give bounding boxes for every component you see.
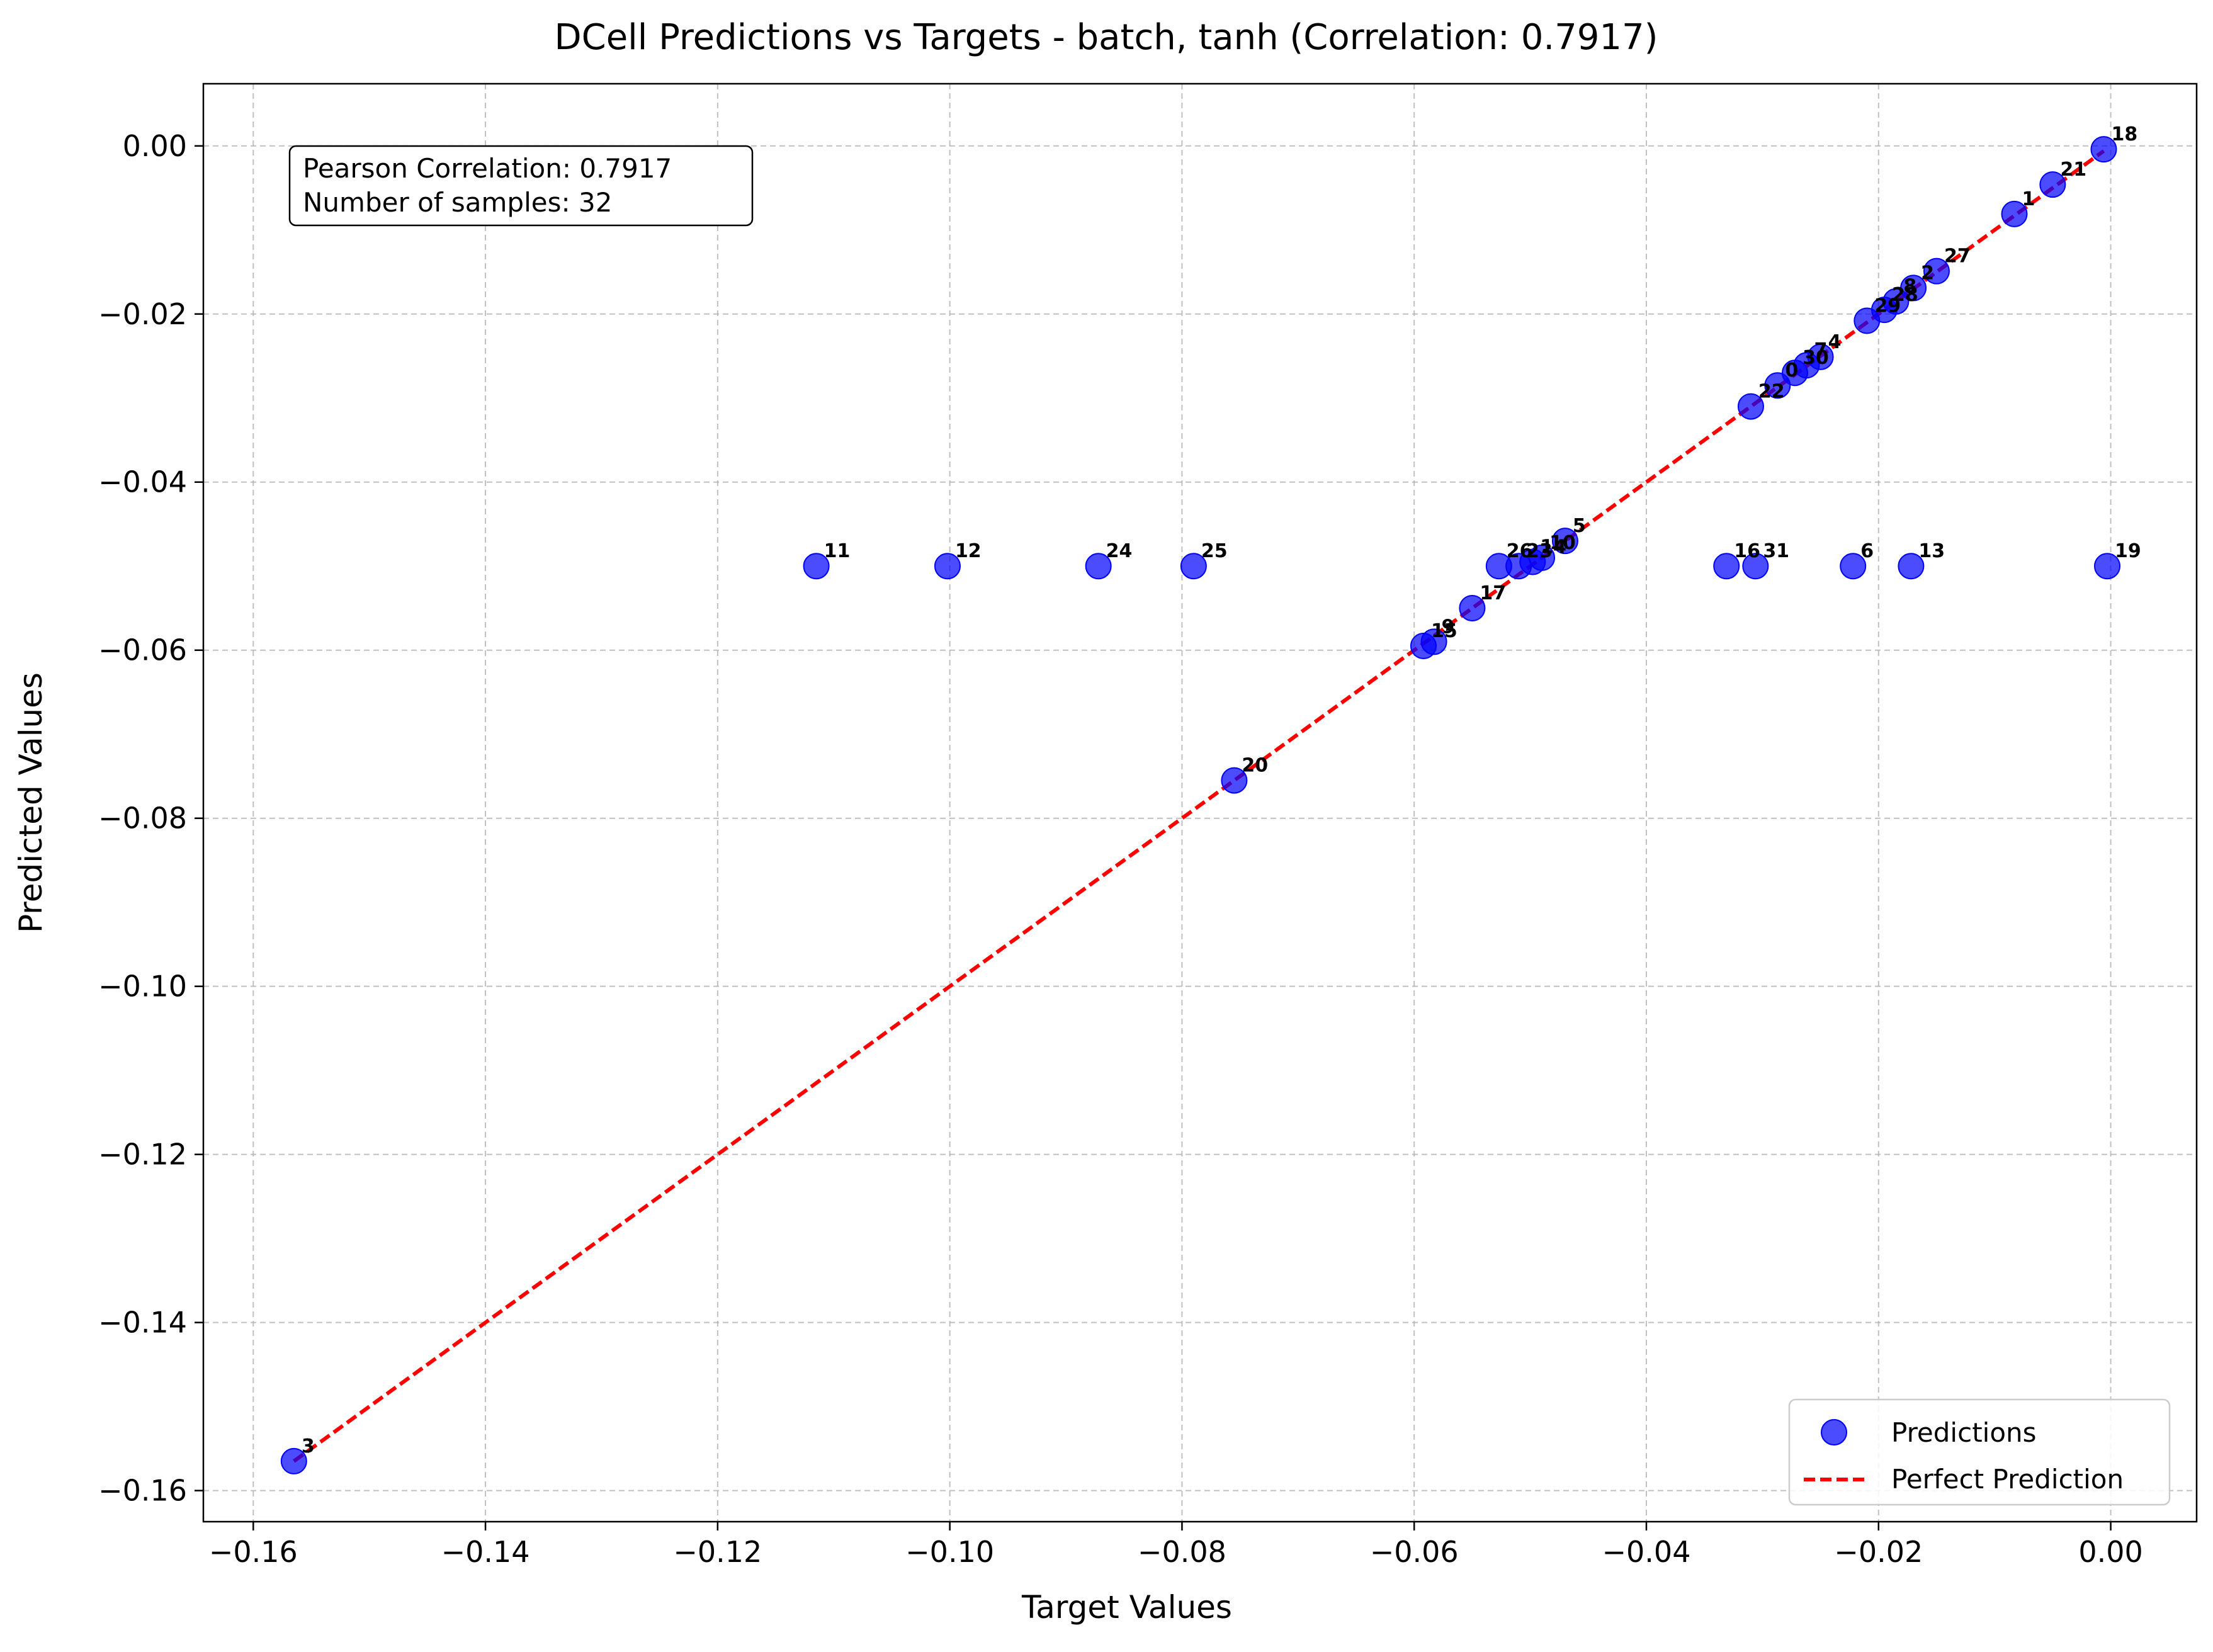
- legend-predictions-marker: [1821, 1419, 1847, 1445]
- x-tick-label: −0.04: [1602, 1535, 1691, 1569]
- y-tick-label: −0.06: [98, 633, 187, 667]
- data-point-label: 24: [1106, 540, 1133, 562]
- legend-frame: [1788, 1398, 2171, 1506]
- data-point: [1737, 393, 1764, 420]
- data-points: [280, 136, 2121, 1474]
- data-point: [1742, 553, 1769, 580]
- legend-predictions-label: Predictions: [1891, 1417, 2037, 1448]
- x-tick-label: −0.14: [441, 1535, 530, 1569]
- data-point: [1782, 359, 1809, 387]
- data-point-label: 14: [1540, 536, 1566, 558]
- data-point-label: 12: [955, 540, 982, 562]
- data-point-label: 13: [1918, 540, 1945, 562]
- data-point-label: 26: [1507, 540, 1533, 562]
- legend: Predictions Perfect Prediction: [1788, 1398, 2171, 1506]
- data-point-label: 22: [1758, 381, 1785, 403]
- data-point-label: 6: [1860, 540, 1874, 562]
- data-point: [1551, 528, 1578, 555]
- data-point: [803, 553, 830, 580]
- data-point-label: 20: [1242, 755, 1268, 777]
- data-point-label: 27: [1944, 246, 1971, 268]
- data-point: [1840, 553, 1867, 580]
- y-tick-label: −0.02: [98, 297, 187, 331]
- legend-perfect-prediction-label: Perfect Prediction: [1891, 1464, 2124, 1495]
- data-point: [2039, 171, 2066, 198]
- data-point-label: 18: [2111, 123, 2137, 145]
- stats-box: Pearson Correlation: 0.7917 Number of sa…: [288, 145, 754, 227]
- data-point-label: 19: [2115, 540, 2141, 562]
- data-point: [1410, 633, 1437, 660]
- stats-box-frame: [288, 145, 754, 227]
- chart-title: DCell Predictions vs Targets - batch, ta…: [555, 17, 1658, 58]
- y-axis-ticks: 0.00 −0.02 −0.04 −0.06 −0.08 −0.10 −0.12 −0.14 −…: [98, 129, 203, 1508]
- data-point-label: 11: [824, 540, 851, 562]
- x-tick-label: −0.06: [1370, 1535, 1459, 1569]
- data-point-label: 1: [2022, 188, 2035, 210]
- y-tick-label: −0.10: [98, 970, 187, 1004]
- stats-correlation: Pearson Correlation: 0.7917: [303, 153, 672, 184]
- data-point: [1713, 553, 1740, 580]
- data-point: [1898, 553, 1925, 580]
- data-point: [1221, 767, 1248, 794]
- x-tick-label: −0.02: [1834, 1535, 1923, 1569]
- reference-line-layer: [293, 149, 2105, 1463]
- data-point-label: 9: [1442, 616, 1455, 638]
- plot-frame: [202, 82, 2198, 1523]
- data-point: [2001, 200, 2028, 227]
- data-point-label: 31: [1763, 540, 1789, 562]
- data-point-label: 28: [1892, 284, 1918, 306]
- data-point-label: 16: [1734, 540, 1760, 562]
- data-point: [1485, 553, 1512, 580]
- data-point-label: 23: [1526, 540, 1553, 562]
- data-point: [934, 553, 961, 580]
- data-point-label: 0: [1785, 359, 1798, 382]
- data-point: [280, 1447, 307, 1474]
- stats-sample-count: Number of samples: 32: [303, 187, 612, 218]
- data-point: [1923, 257, 1950, 285]
- x-tick-label: −0.08: [1138, 1535, 1226, 1569]
- data-point-label: 5: [1573, 515, 1586, 537]
- y-tick-label: −0.14: [98, 1306, 187, 1340]
- data-point-label: 2: [1921, 262, 1934, 284]
- y-tick-label: −0.12: [98, 1138, 187, 1172]
- data-point-label: 4: [1828, 331, 1842, 353]
- y-axis-label: Predicted Values: [13, 672, 49, 933]
- data-point: [2090, 136, 2117, 163]
- x-axis-ticks: −0.16 −0.14 −0.12 −0.10 −0.08 −0.06 −0.04 −0.02…: [209, 1522, 2143, 1569]
- data-point-label: 25: [1201, 540, 1228, 562]
- data-point-label: 30: [1803, 347, 1829, 369]
- data-point-label: 15: [1431, 620, 1457, 642]
- data-point-label: 7: [1814, 339, 1827, 361]
- data-point-label: 8: [1903, 276, 1916, 298]
- data-point: [1085, 553, 1112, 580]
- y-tick-label: −0.08: [98, 801, 187, 835]
- perfect-prediction-line: [293, 149, 2105, 1463]
- y-tick-label: 0.00: [123, 129, 187, 163]
- data-point: [1180, 553, 1207, 580]
- y-tick-label: −0.04: [98, 465, 187, 499]
- grid-lines: [203, 84, 2197, 1522]
- data-point: [1854, 307, 1881, 334]
- data-point-label: 17: [1480, 582, 1506, 604]
- x-tick-label: −0.10: [905, 1535, 994, 1569]
- data-point-label: 21: [2060, 159, 2086, 181]
- x-tick-label: 0.00: [2078, 1535, 2142, 1569]
- x-tick-label: −0.16: [209, 1535, 298, 1569]
- x-tick-label: −0.12: [673, 1535, 762, 1569]
- data-point-label: 3: [302, 1435, 315, 1457]
- data-point-label: 10: [1549, 532, 1576, 554]
- data-point: [2094, 553, 2121, 580]
- y-tick-label: −0.16: [98, 1474, 187, 1508]
- x-axis-label: Target Values: [1021, 1589, 1232, 1626]
- data-point: [1459, 594, 1486, 621]
- data-point-label: 29: [1874, 295, 1901, 317]
